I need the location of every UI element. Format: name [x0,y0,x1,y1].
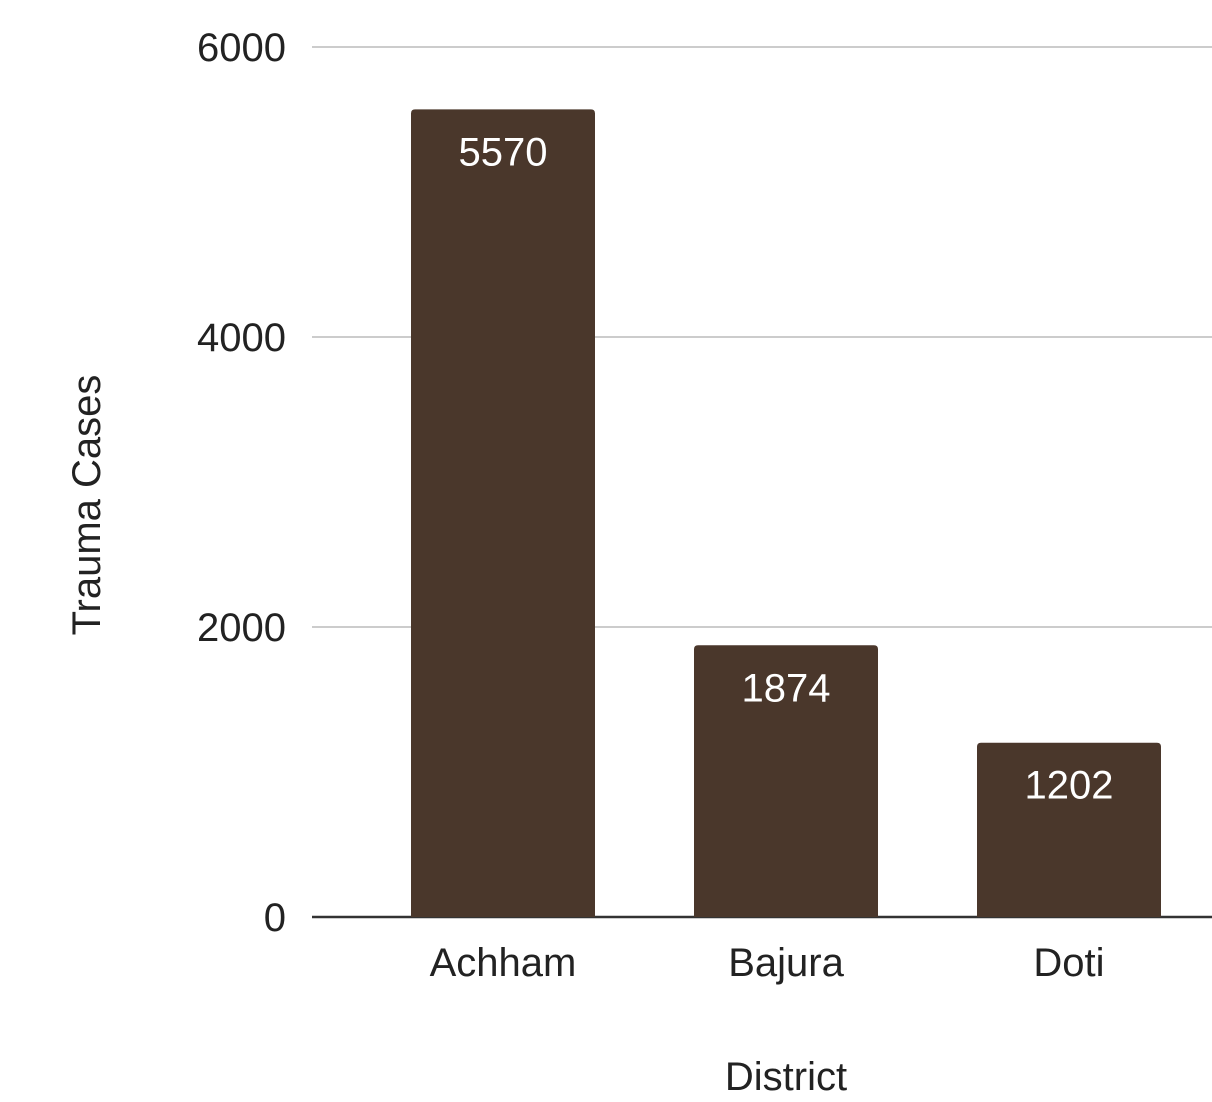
y-axis-title: Trauma Cases [65,375,109,636]
x-tick-label: Doti [1033,941,1104,985]
y-tick-label: 4000 [197,316,286,360]
bar-achham [411,109,595,918]
data-label: 5570 [459,130,548,174]
bar-bajura [694,645,878,917]
bar-doti [977,742,1161,917]
y-axis-ticks: 0 2000 4000 6000 [197,26,286,940]
data-label: 1202 [1025,764,1114,808]
y-tick-label: 0 [264,896,286,940]
x-tick-label: Bajura [728,941,844,985]
x-axis-title: District [725,1055,847,1099]
data-labels: 5570 1874 1202 [459,130,1114,807]
y-tick-label: 2000 [197,606,286,650]
bars [411,109,1161,918]
data-label: 1874 [742,666,831,710]
y-tick-label: 6000 [197,26,286,70]
x-axis-ticks: Achham Bajura Doti [430,941,1105,985]
x-tick-label: Achham [430,941,577,985]
